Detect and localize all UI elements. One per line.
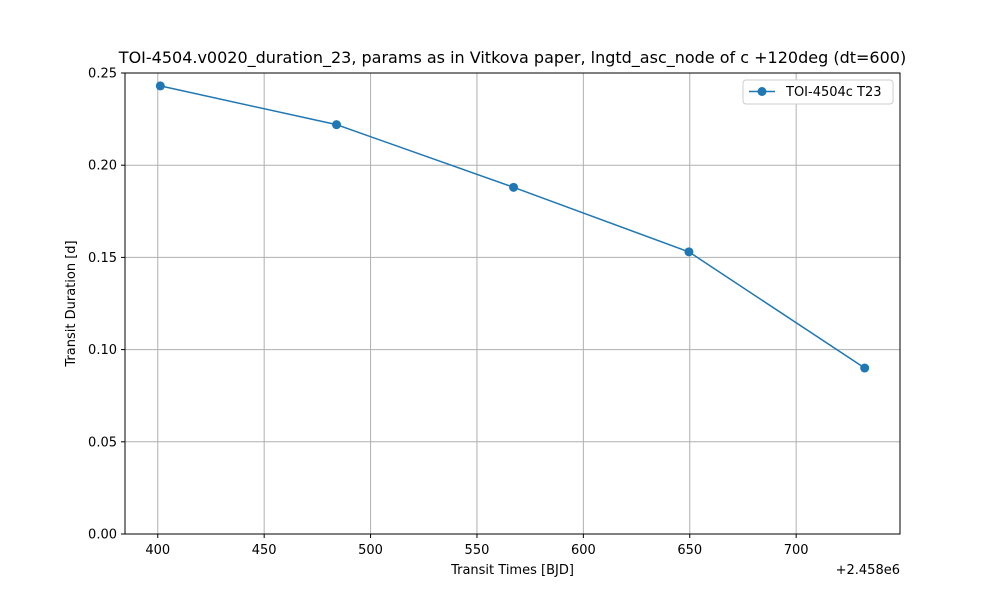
data-point	[155, 81, 165, 91]
x-offset-label: +2.458e6	[836, 563, 900, 578]
y-tick-label: 0.15	[88, 251, 117, 266]
x-axis-label: Transit Times [BJD]	[450, 563, 574, 578]
legend: TOI-4504c T23	[742, 79, 894, 105]
series-layer	[155, 81, 870, 373]
x-tick-label: 650	[677, 543, 702, 558]
y-tick-label: 0.10	[88, 343, 117, 358]
legend-label: TOI-4504c T23	[785, 85, 882, 100]
x-tick-label: 500	[358, 543, 383, 558]
y-axis-label: Transit Duration [d]	[64, 240, 79, 367]
data-point	[509, 182, 519, 192]
ticks: 400 450 500 550 600 650 700 0.00 0.05 0.10 0.15 0.2…	[88, 67, 809, 559]
data-point	[684, 247, 694, 257]
data-point	[332, 120, 342, 130]
y-tick-label: 0.25	[88, 67, 117, 82]
data-point	[860, 363, 870, 373]
x-tick-label: 700	[784, 543, 809, 558]
x-tick-label: 400	[145, 543, 170, 558]
legend-marker	[757, 87, 767, 96]
plot-frame	[124, 72, 901, 535]
y-tick-label: 0.05	[88, 435, 117, 450]
legend-box	[742, 79, 894, 105]
x-tick-label: 550	[465, 543, 490, 558]
x-tick-label: 450	[252, 543, 277, 558]
x-tick-label: 600	[571, 543, 596, 558]
chart-title: TOI-4504.v0020_duration_23, params as in…	[118, 48, 906, 68]
y-tick-label: 0.00	[88, 528, 117, 543]
y-tick-label: 0.20	[88, 159, 117, 174]
